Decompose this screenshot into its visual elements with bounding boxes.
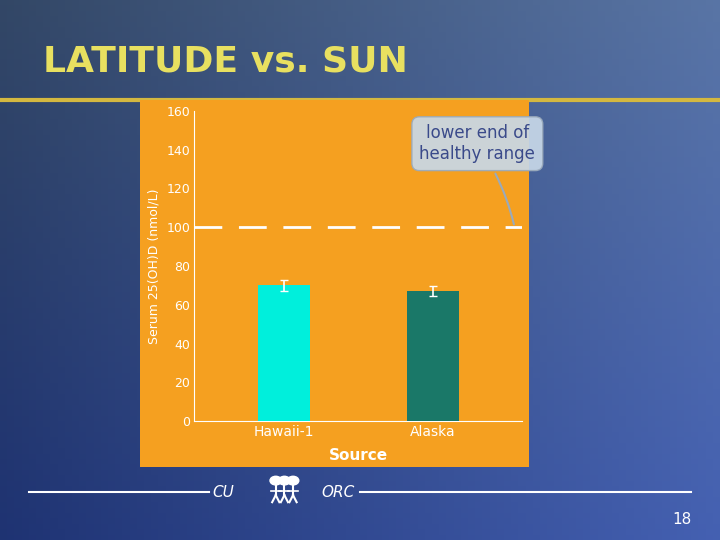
X-axis label: Source: Source — [328, 448, 388, 463]
Bar — [407, 291, 459, 421]
Text: CU: CU — [212, 485, 234, 500]
Circle shape — [279, 476, 290, 485]
Text: 18: 18 — [672, 511, 691, 526]
Text: lower end of
healthy range: lower end of healthy range — [419, 124, 535, 225]
Circle shape — [287, 476, 299, 485]
Text: ORC: ORC — [322, 485, 355, 500]
Text: LATITUDE vs. SUN: LATITUDE vs. SUN — [43, 44, 408, 78]
Bar — [258, 285, 310, 421]
Y-axis label: Serum 25(OH)D (nmol/L): Serum 25(OH)D (nmol/L) — [148, 188, 161, 343]
Circle shape — [270, 476, 282, 485]
